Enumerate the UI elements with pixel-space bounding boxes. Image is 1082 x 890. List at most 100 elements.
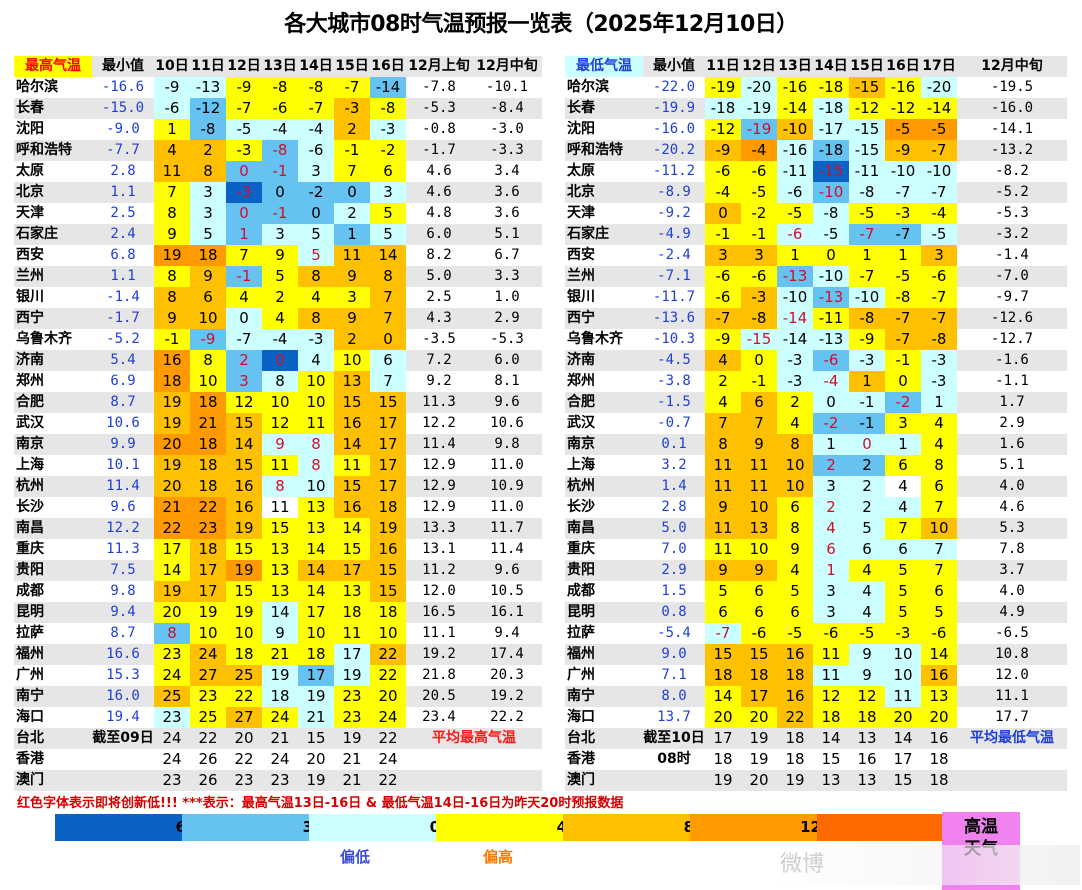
forecast-cell: 7	[226, 245, 262, 266]
forecast-cell: -10	[813, 266, 849, 287]
forecast-cell: 16	[154, 350, 190, 371]
table-row: 沈阳 -16.0 -12 -19 -10 -17 -15 -5 -5 -14.1	[565, 119, 1067, 140]
forecast-cell: 11	[741, 455, 777, 476]
table-row: 西宁 -1.7 9 10 0 4 8 9 7 4.3 2.9	[14, 308, 542, 329]
city-name: 沈阳	[16, 121, 44, 137]
city-name: 上海	[567, 457, 595, 473]
forecast-cell: 20	[226, 728, 262, 749]
forecast-cell: 13	[741, 518, 777, 539]
record-min-value: 12.2	[92, 518, 154, 539]
forecast-cell: 23	[154, 644, 190, 665]
table-row-extra: 台北 截至09日 24 22 20 21 15 19 22 平均最高气温	[14, 728, 542, 749]
table-row: 南京 0.1 8 9 8 1 0 1 4 1.6	[565, 434, 1067, 455]
forecast-cell: 3	[370, 182, 406, 203]
avg-mid-dec: 10.9	[472, 476, 542, 497]
table-row: 合肥 8.7 19 18 12 10 10 15 15 11.3 9.6	[14, 392, 542, 413]
forecast-cell: 17	[190, 581, 226, 602]
forecast-cell: 15	[705, 644, 741, 665]
forecast-cell: -7	[885, 329, 921, 350]
forecast-cell: 19	[226, 518, 262, 539]
table-row: 郑州 6.9 18 10 3 8 10 13 7 9.2 8.1	[14, 371, 542, 392]
forecast-cell: 14	[226, 434, 262, 455]
forecast-cell: 11	[298, 413, 334, 434]
forecast-cell: 0	[370, 329, 406, 350]
forecast-cell: 2	[334, 203, 370, 224]
record-min-value: 2.9	[643, 560, 705, 581]
forecast-cell: 16	[226, 476, 262, 497]
forecast-cell: -14	[921, 98, 957, 119]
forecast-cell: 22	[370, 728, 406, 749]
forecast-cell: 2	[849, 476, 885, 497]
forecast-cell: 24	[270, 750, 290, 768]
forecast-cell: 15	[226, 455, 262, 476]
forecast-cell: 10	[262, 392, 298, 413]
color-legend: 6 3 0 4 8 12	[55, 814, 944, 841]
avg-early-dec: 12.9	[406, 476, 472, 497]
forecast-cell: -2	[813, 413, 849, 434]
forecast-cell: 17	[334, 644, 370, 665]
header-row: 最高气温 最小值 10日 11日 12日 13日 14日 15日 16日 12月上旬 12月中旬	[14, 56, 542, 77]
forecast-cell: -13	[777, 266, 813, 287]
avg-early-dec: 4.8	[426, 205, 452, 221]
table-row: 长春 -19.9 -18 -19 -14 -18 -12 -12 -14 -16.0	[565, 98, 1067, 119]
col-header-day: 12日	[226, 56, 262, 77]
forecast-cell: 16	[857, 750, 877, 768]
forecast-cell: -5	[849, 623, 885, 644]
avg-mid-dec: -12.7	[990, 331, 1034, 347]
table-row: 拉萨 8.7 8 10 10 9 10 11 10 11.1 9.4	[14, 623, 542, 644]
forecast-cell: -5	[849, 203, 885, 224]
forecast-cell: 2	[262, 287, 298, 308]
forecast-cell: 16	[334, 413, 370, 434]
table-row: 成都 9.8 19 17 15 13 14 13 15 12.0 10.5	[14, 581, 542, 602]
record-min-value: 9.8	[110, 583, 136, 599]
col-header-avg-early: 12月上旬	[406, 56, 472, 77]
forecast-cell: 13	[262, 539, 298, 560]
forecast-cell: 4	[777, 560, 813, 581]
legend-high-label: 偏高	[483, 848, 514, 866]
city-name: 广州	[16, 667, 44, 683]
forecast-cell: 1	[849, 245, 885, 266]
table-row: 西安 6.8 19 18 7 9 5 11 14 8.2 6.7	[14, 245, 542, 266]
table-row: 长沙 9.6 21 22 16 11 13 16 18 12.9 11.0	[14, 497, 542, 518]
city-name: 太原	[16, 163, 44, 179]
city-name: 南昌	[565, 518, 643, 539]
forecast-cell: 14	[705, 686, 741, 707]
forecast-cell: -7	[921, 182, 957, 203]
average-label: 平均最高气温	[406, 728, 542, 749]
record-min-value: 6.8	[110, 247, 136, 263]
city-name: 杭州	[565, 476, 643, 497]
forecast-cell: 21	[342, 750, 362, 768]
record-min-value: 8.7	[110, 625, 136, 641]
forecast-cell: -12	[885, 98, 921, 119]
record-min-value: 3.2	[661, 457, 687, 473]
record-min-value: 10.6	[106, 415, 140, 431]
record-min-value: -19.9	[643, 98, 705, 119]
city-name: 乌鲁木齐	[16, 331, 72, 347]
forecast-cell: -7	[885, 182, 921, 203]
forecast-cell: 20	[741, 770, 777, 791]
forecast-cell: 0	[885, 371, 921, 392]
city-name: 上海	[16, 457, 44, 473]
forecast-cell: 11	[705, 518, 741, 539]
city-name: 兰州	[14, 266, 92, 287]
forecast-cell: -9	[849, 329, 885, 350]
city-name: 拉萨	[16, 625, 44, 641]
forecast-cell: 11	[705, 455, 741, 476]
forecast-cell: -10	[777, 287, 813, 308]
forecast-cell: -9	[885, 140, 921, 161]
forecast-cell: 13	[298, 518, 334, 539]
forecast-cell: 13	[334, 371, 370, 392]
forecast-cell: 22	[370, 770, 406, 791]
forecast-cell: 19	[154, 413, 190, 434]
forecast-cell: 5	[298, 224, 334, 245]
forecast-cell: -18	[813, 98, 849, 119]
forecast-cell: 1	[885, 245, 921, 266]
forecast-cell: 9	[849, 644, 885, 665]
forecast-cell: 6	[921, 476, 957, 497]
avg-mid-dec: 9.6	[472, 392, 542, 413]
forecast-cell: -16	[777, 140, 813, 161]
avg-mid-dec: 4.0	[957, 476, 1067, 497]
forecast-cell: 6	[777, 602, 813, 623]
avg-mid-dec: -10.1	[485, 79, 529, 95]
forecast-cell: -8	[849, 182, 885, 203]
